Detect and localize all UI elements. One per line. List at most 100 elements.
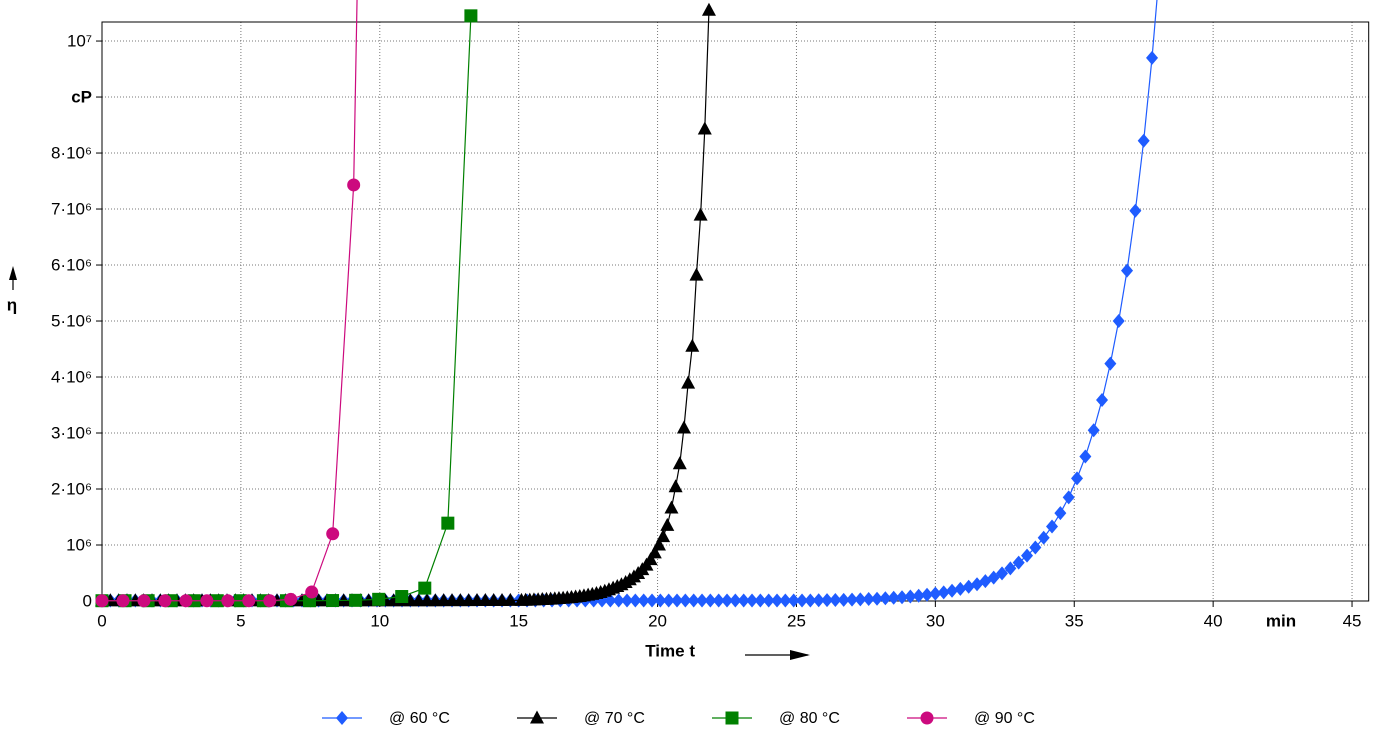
marker xyxy=(326,594,340,608)
marker xyxy=(612,593,625,608)
marker xyxy=(946,583,959,598)
marker xyxy=(651,537,666,551)
x-tick-label: 45 xyxy=(1343,611,1362,630)
x-tick-label: 25 xyxy=(787,611,806,630)
marker xyxy=(854,592,867,607)
x-tick-label: 30 xyxy=(926,611,945,630)
y-axis-label: η xyxy=(7,295,17,314)
marker xyxy=(395,590,409,604)
y-tick-label: 4·10⁶ xyxy=(51,367,92,386)
marker xyxy=(464,9,478,23)
marker xyxy=(712,593,725,608)
marker xyxy=(1029,540,1042,555)
marker xyxy=(846,592,859,607)
legend-label: @ 70 °C xyxy=(584,710,645,727)
marker xyxy=(637,593,650,608)
y-tick-label: 8·10⁶ xyxy=(51,144,92,163)
marker xyxy=(676,420,691,434)
marker xyxy=(871,591,884,606)
marker xyxy=(1071,471,1084,486)
marker xyxy=(697,121,712,135)
marker xyxy=(242,594,256,608)
x-tick-label: 20 xyxy=(648,611,667,630)
x-tick-label: 15 xyxy=(509,611,528,630)
marker xyxy=(662,593,675,608)
marker xyxy=(604,593,617,608)
marker xyxy=(646,593,659,608)
marker xyxy=(837,592,850,607)
marker xyxy=(812,593,825,608)
marker xyxy=(1137,133,1150,148)
marker xyxy=(696,593,709,608)
x-tick-label: 40 xyxy=(1204,611,1223,630)
x-axis-arrowhead xyxy=(790,650,810,660)
marker xyxy=(1079,449,1092,464)
marker xyxy=(671,593,684,608)
legend-marker xyxy=(725,711,739,725)
legend-marker xyxy=(530,710,544,724)
marker xyxy=(116,594,130,608)
marker xyxy=(418,581,432,595)
marker xyxy=(796,593,809,608)
marker xyxy=(263,594,277,608)
marker xyxy=(746,593,759,608)
marker xyxy=(668,479,683,493)
marker xyxy=(221,594,235,608)
marker xyxy=(179,594,193,608)
y-tick-label: 0 xyxy=(83,591,92,610)
legend-label: @ 60 °C xyxy=(389,710,450,727)
legend-label: @ 90 °C xyxy=(974,710,1035,727)
marker xyxy=(326,527,340,541)
marker xyxy=(305,585,319,599)
marker xyxy=(701,2,716,16)
marker xyxy=(1129,203,1142,218)
y-tick-label: 5·10⁶ xyxy=(51,312,92,331)
marker xyxy=(660,517,675,531)
marker xyxy=(921,587,934,602)
marker xyxy=(1012,555,1025,570)
marker xyxy=(1104,356,1117,371)
marker xyxy=(1021,548,1034,563)
marker xyxy=(762,593,775,608)
marker xyxy=(687,593,700,608)
marker xyxy=(441,516,455,530)
marker xyxy=(656,529,671,543)
x-tick-label: 35 xyxy=(1065,611,1084,630)
marker xyxy=(829,592,842,607)
marker xyxy=(679,593,692,608)
marker xyxy=(862,592,875,607)
marker xyxy=(647,545,662,559)
marker xyxy=(689,267,704,281)
series-line xyxy=(102,10,710,602)
x-tick-label: 5 xyxy=(236,611,245,630)
marker xyxy=(372,592,386,606)
marker xyxy=(962,579,975,594)
marker xyxy=(929,586,942,601)
marker xyxy=(704,593,717,608)
marker xyxy=(771,593,784,608)
marker xyxy=(754,593,767,608)
series-line xyxy=(102,15,472,602)
y-tick-label: cP xyxy=(71,88,92,107)
marker xyxy=(787,593,800,608)
marker xyxy=(200,594,214,608)
marker xyxy=(158,594,172,608)
legend-label: @ 80 °C xyxy=(779,710,840,727)
marker xyxy=(503,592,518,606)
marker xyxy=(349,593,363,607)
marker xyxy=(904,589,917,604)
y-tick-label: 10⁷ xyxy=(67,32,92,51)
legend-marker xyxy=(920,711,934,725)
marker xyxy=(729,593,742,608)
y-axis-arrowhead xyxy=(9,266,17,280)
x-tick-label: 10 xyxy=(370,611,389,630)
y-tick-label: 6·10⁶ xyxy=(51,256,92,275)
marker xyxy=(672,456,687,470)
marker xyxy=(654,593,667,608)
marker xyxy=(1004,561,1017,576)
marker xyxy=(737,593,750,608)
marker xyxy=(284,592,298,606)
marker xyxy=(1146,50,1159,65)
marker xyxy=(912,588,925,603)
